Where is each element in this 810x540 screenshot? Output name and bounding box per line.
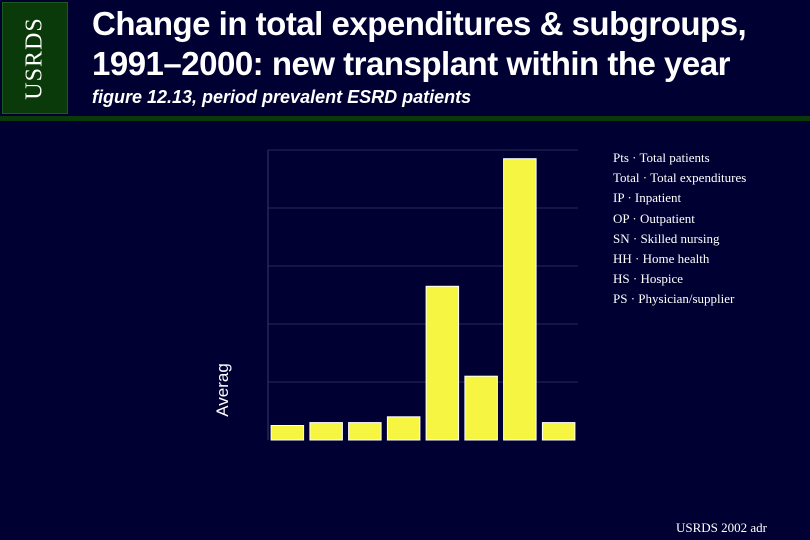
legend-item: Pts · Total patients: [613, 150, 710, 165]
bar-pts: [270, 425, 305, 441]
bar-sn: [425, 285, 460, 441]
bar-op: [386, 416, 421, 441]
legend-item: IP · Inpatient: [613, 190, 682, 206]
side-tab: [2, 2, 68, 114]
legend-item: OP · Outpatient: [613, 210, 695, 226]
legend-item: Total · Total expenditures: [613, 170, 747, 186]
legend-item: SN · Skilled nursing: [613, 230, 720, 246]
bar-total: [309, 422, 343, 441]
bar-ps: [541, 422, 576, 441]
legend-item: HS · Hospice: [613, 271, 684, 287]
bar-hh: [464, 375, 498, 441]
legend-item: PS · Physician/supplier: [613, 291, 735, 307]
footer-credit: USRDS 2002 adr: [676, 520, 768, 535]
chart-bars: [270, 158, 576, 441]
legend: Pts · Total patients Total · Total expen…: [613, 148, 746, 310]
legend-item: HH · Home health: [613, 251, 710, 267]
slide-subtitle: figure 12.13, period prevalent ESRD pati…: [92, 87, 472, 107]
slide-title: Change in total expenditures & subgroups…: [92, 5, 747, 82]
bar-hs: [503, 158, 537, 441]
bar-ip: [348, 422, 382, 441]
header-divider: [0, 116, 810, 121]
y-axis-label: Averag: [213, 363, 232, 417]
